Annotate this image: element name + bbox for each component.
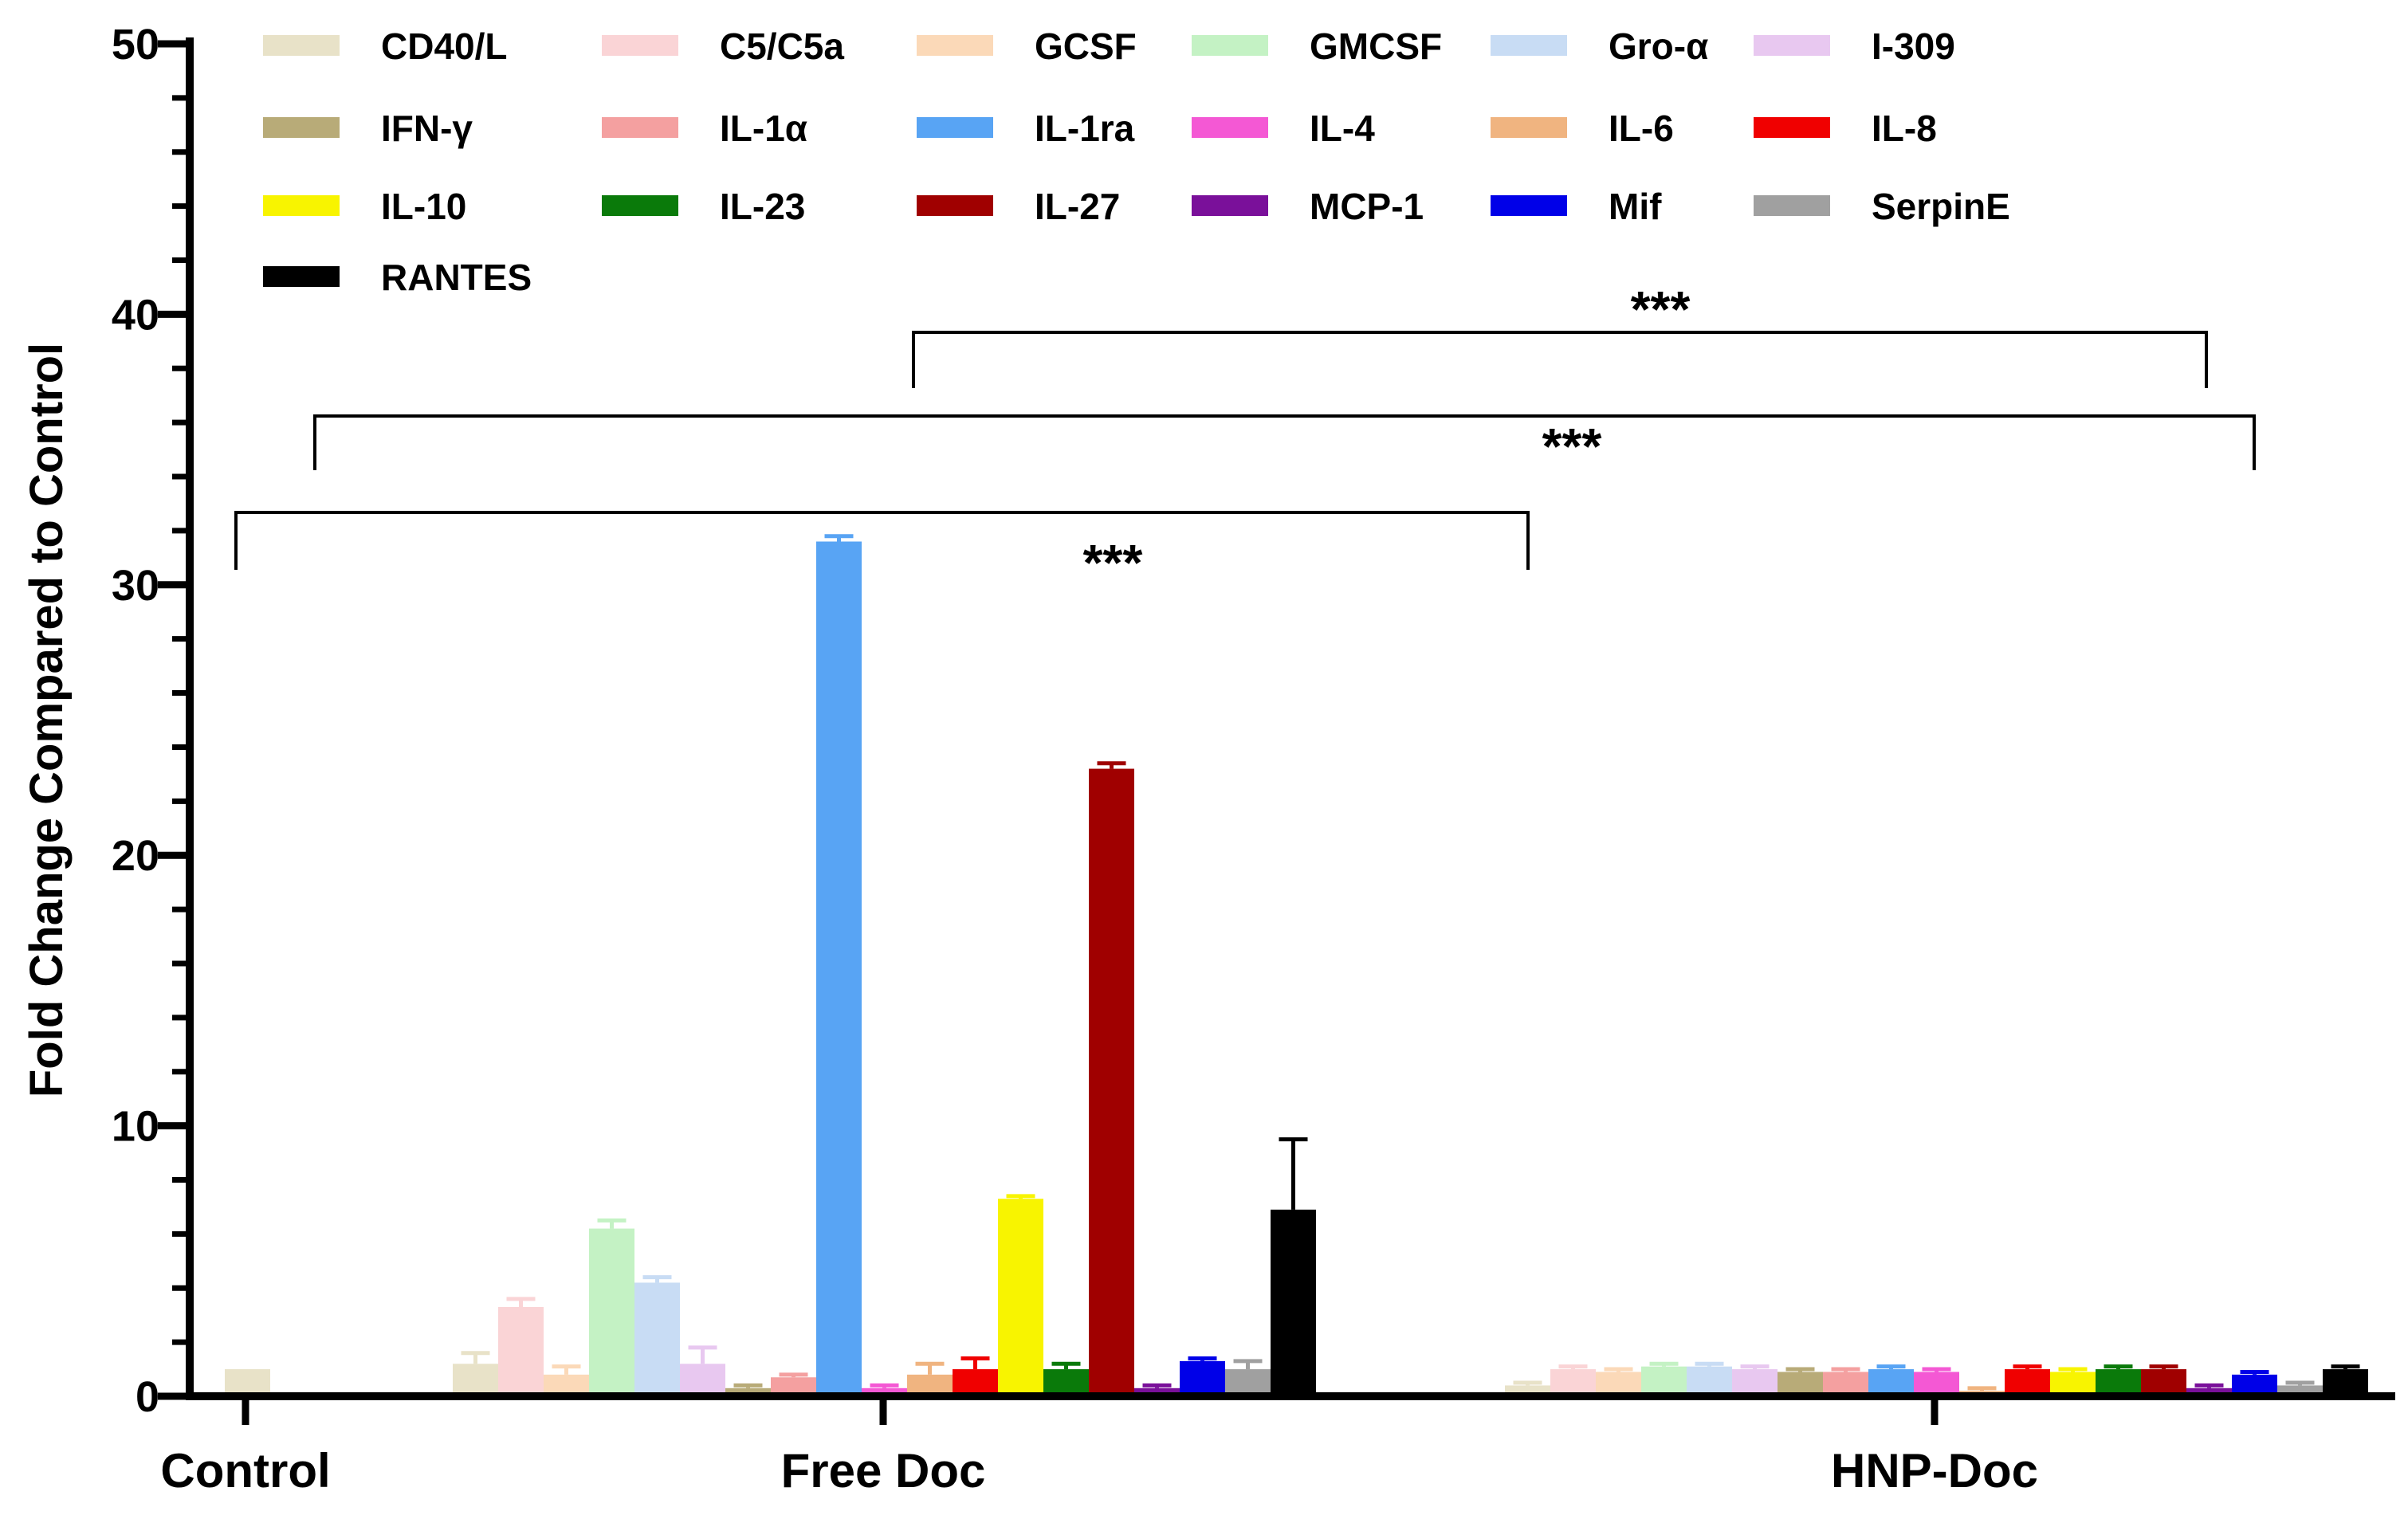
bar-il-23-hnp-doc <box>2096 1369 2141 1396</box>
legend-swatch-c5-c5a <box>602 35 678 56</box>
significance-bracket <box>313 414 2256 470</box>
bar-gcsf-hnp-doc <box>1596 1372 1641 1396</box>
bar-il-8-free-doc <box>953 1369 998 1396</box>
legend-label-serpine: SerpinE <box>1872 186 2010 227</box>
legend-label-il-1-: IL-1α <box>720 108 807 149</box>
legend-swatch-gro- <box>1491 35 1567 56</box>
legend-label-i-309: I-309 <box>1872 26 1955 67</box>
y-tick-label: 30 <box>112 562 159 610</box>
bar-gmcsf-hnp-doc <box>1641 1366 1687 1396</box>
bar-il-1--free-doc <box>771 1377 816 1396</box>
legend-label-c5-c5a: C5/C5a <box>720 26 844 67</box>
bar-rantes-free-doc <box>1271 1209 1316 1396</box>
legend-label-gcsf: GCSF <box>1035 26 1137 67</box>
significance-bracket <box>234 511 1530 570</box>
y-tick-label: 10 <box>112 1103 159 1151</box>
bar-il-4-hnp-doc <box>1914 1372 1959 1396</box>
bar-il-10-hnp-doc <box>2050 1372 2096 1396</box>
legend-label-rantes: RANTES <box>381 257 532 298</box>
legend-swatch-il-6 <box>1491 117 1567 138</box>
bar-rantes-hnp-doc <box>2323 1369 2368 1396</box>
y-tick-label: 0 <box>136 1373 159 1421</box>
bar-il-4-free-doc <box>862 1387 907 1396</box>
significance-label: *** <box>1083 534 1143 591</box>
bar-il-27-free-doc <box>1089 768 1134 1396</box>
legend-label-il-10: IL-10 <box>381 186 466 227</box>
legend-label-il-4: IL-4 <box>1310 108 1375 149</box>
legend-swatch-gmcsf <box>1192 35 1268 56</box>
legend-swatch-cd40-l <box>263 35 340 56</box>
bar-il-23-free-doc <box>1043 1369 1089 1396</box>
bar-gro--free-doc <box>634 1282 680 1396</box>
legend-label-il-8: IL-8 <box>1872 108 1937 149</box>
legend-swatch-rantes <box>263 266 340 287</box>
x-tick-label: Free Doc <box>781 1444 986 1497</box>
bar-i-309-hnp-doc <box>1732 1369 1778 1396</box>
bar-i-309-free-doc <box>680 1364 725 1396</box>
bar-il-27-hnp-doc <box>2141 1369 2186 1396</box>
bar-c5-c5a-hnp-doc <box>1550 1369 1596 1396</box>
y-tick-label: 40 <box>112 291 159 339</box>
y-tick-label: 20 <box>112 832 159 880</box>
legend-swatch-il-1- <box>602 117 678 138</box>
legend-label-mcp-1: MCP-1 <box>1310 186 1424 227</box>
legend-swatch-il-23 <box>602 195 678 216</box>
legend-swatch-serpine <box>1754 195 1830 216</box>
legend-label-il-1ra: IL-1ra <box>1035 108 1135 149</box>
legend-swatch-mcp-1 <box>1192 195 1268 216</box>
legend-swatch-i-309 <box>1754 35 1830 56</box>
bar-mcp-1-hnp-doc <box>2186 1387 2232 1396</box>
bar-serpine-free-doc <box>1225 1369 1271 1396</box>
bar-cd40-l-control <box>225 1369 270 1396</box>
legend-swatch-il-4 <box>1192 117 1268 138</box>
legend-label-il-27: IL-27 <box>1035 186 1120 227</box>
legend-label-cd40-l: CD40/L <box>381 26 507 67</box>
legend-swatch-il-10 <box>263 195 340 216</box>
bar-c5-c5a-free-doc <box>498 1306 544 1396</box>
bar-il-1ra-free-doc <box>816 541 862 1396</box>
legend-label-gmcsf: GMCSF <box>1310 26 1442 67</box>
bar-mcp-1-free-doc <box>1134 1387 1180 1396</box>
legend-swatch-il-1ra <box>917 117 993 138</box>
x-tick-label: HNP-Doc <box>1831 1444 2038 1497</box>
significance-label: *** <box>1542 418 1602 475</box>
legend-label-il-6: IL-6 <box>1609 108 1674 149</box>
bar-il-1ra-hnp-doc <box>1868 1369 1914 1396</box>
bar-il-1--hnp-doc <box>1823 1372 1868 1396</box>
bar-gro--hnp-doc <box>1687 1366 1732 1396</box>
legend-label-gro-: Gro-α <box>1609 26 1708 67</box>
x-tick-label: Control <box>160 1444 330 1497</box>
legend-swatch-il-8 <box>1754 117 1830 138</box>
bar-ifn--free-doc <box>725 1387 771 1396</box>
bar-il-8-hnp-doc <box>2005 1369 2050 1396</box>
significance-label: *** <box>1631 281 1691 338</box>
bar-il-10-free-doc <box>998 1199 1043 1396</box>
legend-label-ifn-: IFN-γ <box>381 108 473 149</box>
bar-gmcsf-free-doc <box>589 1228 634 1396</box>
legend-label-mif: Mif <box>1609 186 1662 227</box>
y-tick-label: 50 <box>112 21 159 69</box>
legend-swatch-mif <box>1491 195 1567 216</box>
y-axis-title: Fold Change Compared to Control <box>21 343 73 1097</box>
bar-ifn--hnp-doc <box>1778 1372 1823 1396</box>
legend-swatch-ifn- <box>263 117 340 138</box>
legend-swatch-il-27 <box>917 195 993 216</box>
significance-bracket <box>912 331 2208 388</box>
bar-cd40-l-free-doc <box>453 1364 498 1396</box>
bar-mif-free-doc <box>1180 1360 1225 1396</box>
legend-swatch-gcsf <box>917 35 993 56</box>
legend-label-il-23: IL-23 <box>720 186 805 227</box>
